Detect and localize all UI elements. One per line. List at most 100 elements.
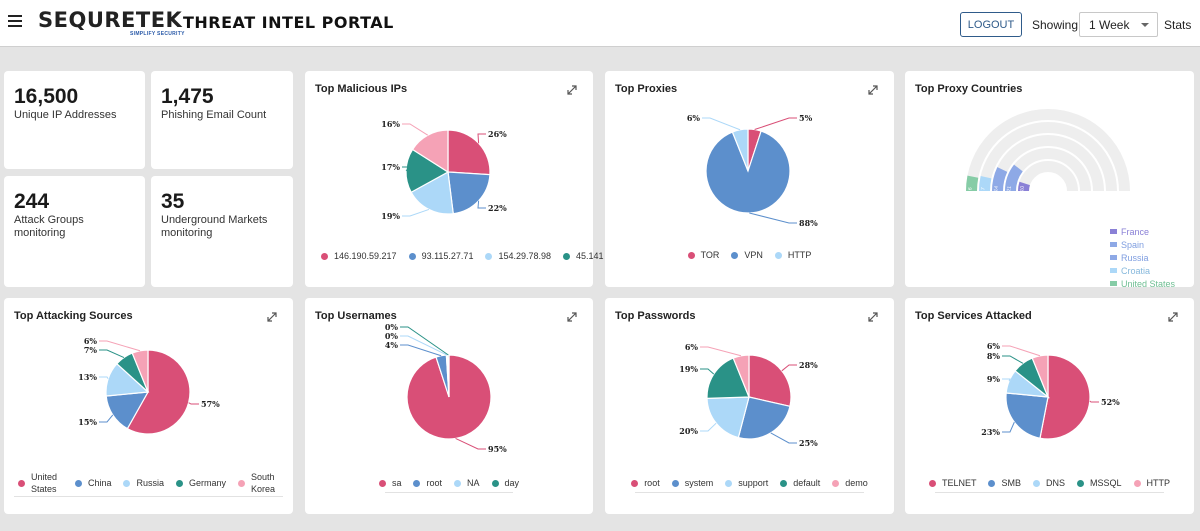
radial-track xyxy=(1018,161,1078,192)
legend-item[interactable]: 154.29.78.98 xyxy=(485,251,551,261)
legend-dot xyxy=(780,479,788,487)
legend-item[interactable]: support xyxy=(725,478,768,488)
legend-item[interactable]: MSSQL xyxy=(1077,478,1122,488)
legend-item[interactable]: root xyxy=(631,478,660,488)
logout-button[interactable]: LOGOUT xyxy=(960,12,1022,37)
pie-slice[interactable] xyxy=(447,171,491,215)
radial-bar[interactable] xyxy=(992,167,1008,192)
period-select[interactable]: 1 Week xyxy=(1079,12,1158,37)
legend-item[interactable]: default xyxy=(780,478,820,488)
legend-label: HTTP xyxy=(787,250,812,260)
expand-icon[interactable] xyxy=(265,310,279,324)
legend-swatch xyxy=(1110,255,1117,260)
pie-slice[interactable] xyxy=(706,396,750,439)
slice-leader-line xyxy=(700,422,717,432)
legend-item[interactable]: Russia xyxy=(1110,251,1175,264)
legend-label: 146.190.59.217 xyxy=(334,251,397,261)
legend-item[interactable]: DNS xyxy=(1033,478,1065,488)
legend-dot xyxy=(725,479,733,487)
legend-dot xyxy=(378,479,386,487)
legend-label: default xyxy=(793,478,821,488)
legend-item[interactable]: TELNET xyxy=(928,478,977,488)
legend-item[interactable]: 93.115.27.71 xyxy=(408,251,473,261)
slice-label: 5% xyxy=(799,113,813,123)
legend-item[interactable]: 45.141 xyxy=(563,251,604,261)
hamburger-menu-icon[interactable] xyxy=(8,15,22,29)
legend-label: Russia xyxy=(136,478,164,488)
slice-label: 6% xyxy=(84,336,98,346)
legend-label: TELNET xyxy=(941,478,977,488)
pie-slice[interactable] xyxy=(1005,392,1049,439)
pie-slice[interactable] xyxy=(732,354,750,398)
expand-icon[interactable] xyxy=(565,83,579,97)
period-selected-value: 1 Week xyxy=(1089,18,1130,32)
legend-item[interactable]: HTTP xyxy=(774,250,812,260)
expand-icon[interactable] xyxy=(565,310,579,324)
legend-item[interactable]: France xyxy=(1110,225,1175,238)
slice-leader-line xyxy=(99,340,141,352)
legend-swatch xyxy=(1110,268,1117,273)
legend-item[interactable]: Croatia xyxy=(1110,264,1175,277)
pie-slice[interactable] xyxy=(1031,354,1049,398)
pie-chart: 26% 22% 19% 17% 16% xyxy=(381,119,507,221)
legend-item[interactable]: day xyxy=(491,478,519,488)
radial-bar[interactable] xyxy=(1018,181,1030,192)
stat-label: Unique IP Addresses xyxy=(14,109,117,121)
slice-label: 28% xyxy=(799,360,818,370)
chart-legend: 146.190.59.217 93.115.27.71 154.29.78.98… xyxy=(305,251,604,261)
sequretek-logo[interactable]: SEQURETEK SIMPLIFY SECURITY xyxy=(38,8,184,37)
pie-slice[interactable] xyxy=(131,349,149,393)
legend-item[interactable]: root xyxy=(413,478,442,488)
stat-label: Underground Markets monitoring xyxy=(161,214,268,239)
legend-item[interactable]: Russia xyxy=(123,478,164,488)
legend-item[interactable]: United States xyxy=(1110,277,1175,290)
expand-icon[interactable] xyxy=(866,310,880,324)
slice-label: 88% xyxy=(799,218,818,228)
stat-label: Phishing Email Count xyxy=(161,109,267,121)
legend-item[interactable]: system xyxy=(671,478,713,488)
legend-dot xyxy=(321,252,328,260)
legend-item[interactable]: HTTP xyxy=(1133,478,1170,488)
expand-icon[interactable] xyxy=(1166,310,1180,324)
legend-label: VPN xyxy=(744,250,763,260)
expand-icon[interactable] xyxy=(866,83,880,97)
logo-text: SEQURETEK xyxy=(38,8,183,32)
pie-slice[interactable] xyxy=(706,357,750,399)
legend-dot xyxy=(123,479,131,487)
stat-value: 244 xyxy=(14,190,50,213)
chart-legend: TELNET SMB DNS MSSQL HTTP xyxy=(905,478,1194,488)
pie-slice[interactable] xyxy=(737,396,791,440)
panel-top-proxy-countries: Top Proxy Countries 10 21 14 7 6 France Spai… xyxy=(905,71,1194,290)
pie-slice[interactable] xyxy=(447,129,491,176)
pie-slice[interactable] xyxy=(705,130,791,214)
page-title: THREAT INTEL PORTAL xyxy=(183,13,394,32)
legend-label: France xyxy=(1121,226,1150,237)
legend-item[interactable]: sa xyxy=(378,478,401,488)
legend-item[interactable]: Spain xyxy=(1110,238,1175,251)
legend-item[interactable]: Germany xyxy=(176,478,226,488)
slice-leader-line xyxy=(754,117,797,131)
legend-item[interactable]: TOR xyxy=(687,250,719,260)
radial-bar-label: 14 xyxy=(993,185,1000,192)
legend-item[interactable]: United States xyxy=(17,471,63,495)
chart-legend: TOR VPN HTTP xyxy=(605,250,894,260)
legend-item[interactable]: NA xyxy=(454,478,480,488)
legend-item[interactable]: SMB xyxy=(988,478,1021,488)
slice-label: 4% xyxy=(385,340,399,350)
legend-item[interactable]: South Korea xyxy=(238,471,279,495)
pie-slice[interactable] xyxy=(126,349,191,435)
legend-dot xyxy=(74,479,82,487)
slice-label: 6% xyxy=(687,113,701,123)
legend-swatch xyxy=(1110,229,1117,234)
legend-dot xyxy=(1033,479,1040,487)
radial-bar[interactable] xyxy=(1005,164,1023,192)
legend-item[interactable]: 146.190.59.217 xyxy=(321,251,397,261)
legend-label: SMB xyxy=(1001,478,1021,488)
radial-bar[interactable] xyxy=(966,175,979,192)
legend-item[interactable]: demo xyxy=(832,478,868,488)
legend-item[interactable]: China xyxy=(74,478,111,488)
slice-leader-line xyxy=(400,326,449,356)
legend-item[interactable]: VPN xyxy=(731,250,763,260)
stat-card-underground-markets: 35 Underground Markets monitoring xyxy=(151,176,293,287)
radial-bar[interactable] xyxy=(979,175,992,192)
